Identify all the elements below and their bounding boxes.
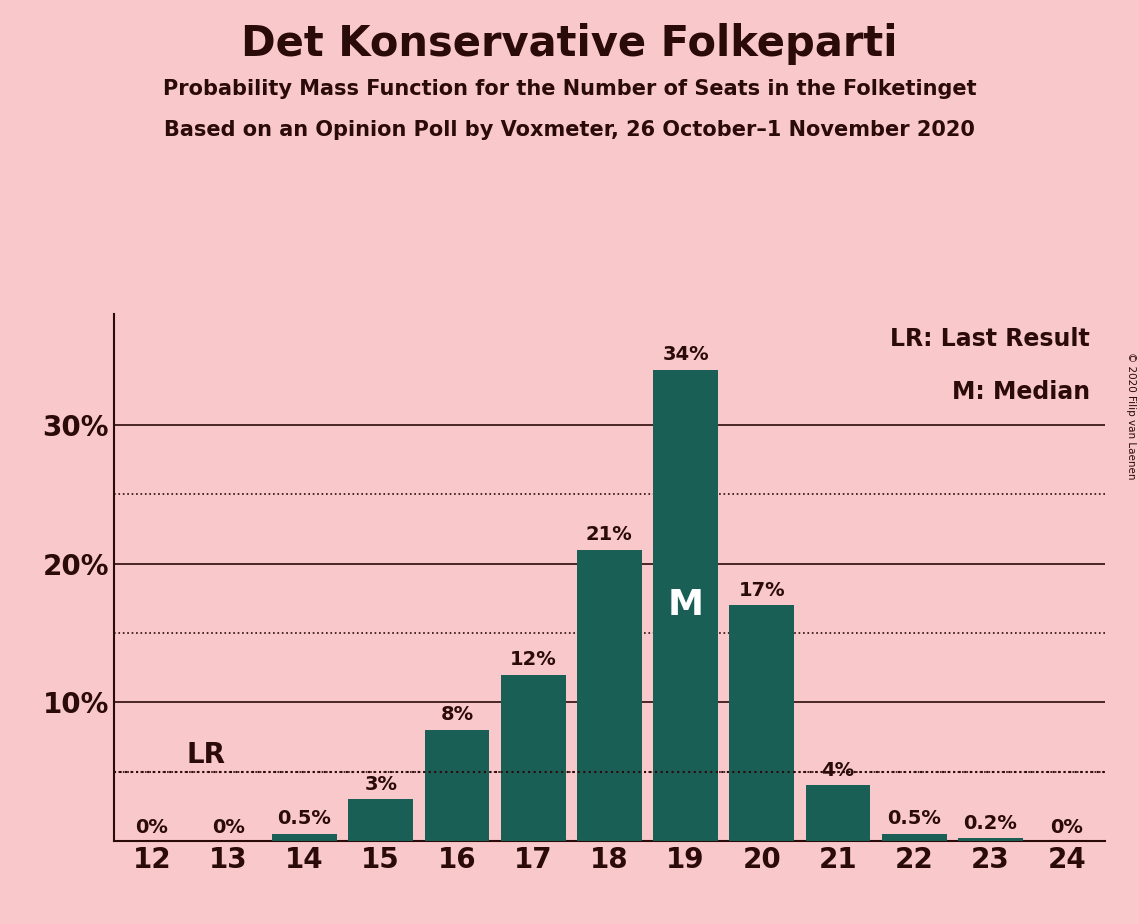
Text: Probability Mass Function for the Number of Seats in the Folketinget: Probability Mass Function for the Number… bbox=[163, 79, 976, 99]
Bar bbox=[349, 799, 413, 841]
Text: 3%: 3% bbox=[364, 774, 398, 794]
Text: 0.5%: 0.5% bbox=[887, 809, 941, 828]
Text: Based on an Opinion Poll by Voxmeter, 26 October–1 November 2020: Based on an Opinion Poll by Voxmeter, 26… bbox=[164, 120, 975, 140]
Text: M: Median: M: Median bbox=[952, 380, 1090, 404]
Bar bbox=[653, 370, 718, 841]
Text: 8%: 8% bbox=[441, 705, 474, 724]
Bar bbox=[272, 833, 337, 841]
Text: 34%: 34% bbox=[662, 345, 708, 364]
Text: 0%: 0% bbox=[1050, 819, 1083, 837]
Bar bbox=[729, 605, 794, 841]
Text: LR: LR bbox=[187, 741, 226, 769]
Bar bbox=[882, 833, 947, 841]
Text: Det Konservative Folkeparti: Det Konservative Folkeparti bbox=[241, 23, 898, 65]
Text: 0.5%: 0.5% bbox=[278, 809, 331, 828]
Bar bbox=[958, 838, 1023, 841]
Bar bbox=[577, 550, 641, 841]
Text: 12%: 12% bbox=[510, 650, 557, 669]
Text: LR: Last Result: LR: Last Result bbox=[891, 327, 1090, 351]
Text: © 2020 Filip van Laenen: © 2020 Filip van Laenen bbox=[1126, 352, 1136, 480]
Text: 0%: 0% bbox=[212, 819, 245, 837]
Text: M: M bbox=[667, 589, 704, 622]
Bar bbox=[805, 785, 870, 841]
Text: 17%: 17% bbox=[738, 580, 785, 600]
Text: 21%: 21% bbox=[585, 525, 633, 544]
Bar bbox=[501, 675, 566, 841]
Text: 0%: 0% bbox=[136, 819, 169, 837]
Bar bbox=[425, 730, 490, 841]
Text: 0.2%: 0.2% bbox=[964, 813, 1017, 833]
Text: 4%: 4% bbox=[821, 760, 854, 780]
